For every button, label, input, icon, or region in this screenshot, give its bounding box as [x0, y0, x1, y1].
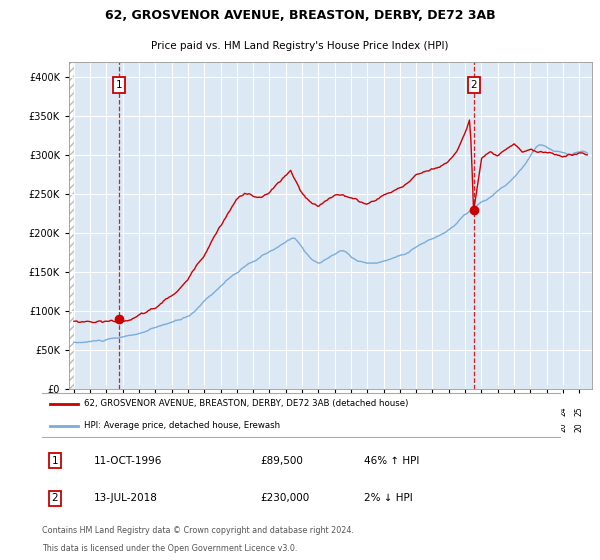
Text: This data is licensed under the Open Government Licence v3.0.: This data is licensed under the Open Gov…	[42, 544, 298, 553]
Text: 20: 20	[428, 422, 437, 432]
Text: 20: 20	[461, 422, 470, 432]
Text: 19: 19	[477, 407, 486, 416]
Text: Price paid vs. HM Land Registry's House Price Index (HPI): Price paid vs. HM Land Registry's House …	[151, 41, 449, 51]
Text: 18: 18	[461, 407, 470, 416]
FancyBboxPatch shape	[40, 393, 562, 437]
Bar	[69, 62, 74, 389]
Text: 15: 15	[412, 407, 421, 416]
Text: 95: 95	[86, 407, 95, 416]
Text: 13-JUL-2018: 13-JUL-2018	[94, 493, 158, 503]
Text: 02: 02	[200, 407, 209, 416]
Text: 13: 13	[379, 407, 388, 416]
Text: 07: 07	[281, 407, 290, 416]
Text: 22: 22	[526, 407, 535, 416]
Text: 94: 94	[70, 407, 79, 416]
Text: 62, GROSVENOR AVENUE, BREASTON, DERBY, DE72 3AB (detached house): 62, GROSVENOR AVENUE, BREASTON, DERBY, D…	[83, 399, 408, 408]
Text: 19: 19	[134, 422, 143, 432]
Text: 20: 20	[526, 422, 535, 432]
Text: 20: 20	[216, 422, 225, 432]
Text: 20: 20	[281, 422, 290, 432]
Text: 20: 20	[248, 422, 257, 432]
Text: 04: 04	[232, 407, 241, 416]
Text: 19: 19	[151, 422, 160, 432]
Text: 20: 20	[298, 422, 307, 432]
Text: 2: 2	[470, 80, 477, 90]
Text: 20: 20	[200, 422, 209, 432]
Text: HPI: Average price, detached house, Erewash: HPI: Average price, detached house, Erew…	[83, 422, 280, 431]
Text: 14: 14	[395, 407, 404, 416]
Text: 20: 20	[232, 422, 241, 432]
Text: 1: 1	[52, 455, 58, 465]
Text: 20: 20	[184, 422, 193, 432]
Text: 12: 12	[363, 407, 372, 416]
Text: 03: 03	[216, 407, 225, 416]
Text: 24: 24	[559, 407, 568, 416]
Text: 98: 98	[134, 407, 143, 416]
Text: £230,000: £230,000	[260, 493, 309, 503]
Text: 20: 20	[559, 422, 568, 432]
Text: 20: 20	[412, 422, 421, 432]
Text: £89,500: £89,500	[260, 455, 303, 465]
Text: 20: 20	[493, 422, 502, 432]
Text: 20: 20	[575, 422, 584, 432]
Text: 25: 25	[575, 407, 584, 416]
Text: 23: 23	[542, 407, 551, 416]
Text: 20: 20	[314, 422, 323, 432]
Text: Contains HM Land Registry data © Crown copyright and database right 2024.: Contains HM Land Registry data © Crown c…	[42, 526, 354, 535]
Text: 16: 16	[428, 407, 437, 416]
Text: 06: 06	[265, 407, 274, 416]
Text: 96: 96	[102, 407, 111, 416]
Text: 01: 01	[184, 407, 193, 416]
Text: 21: 21	[509, 407, 518, 416]
Text: 97: 97	[118, 407, 127, 416]
Text: 00: 00	[167, 407, 176, 416]
Text: 1: 1	[116, 80, 122, 90]
Text: 2% ↓ HPI: 2% ↓ HPI	[364, 493, 413, 503]
Text: 2: 2	[52, 493, 58, 503]
Text: 62, GROSVENOR AVENUE, BREASTON, DERBY, DE72 3AB: 62, GROSVENOR AVENUE, BREASTON, DERBY, D…	[104, 9, 496, 22]
Text: 20: 20	[265, 422, 274, 432]
Text: 19: 19	[118, 422, 127, 432]
Text: 20: 20	[379, 422, 388, 432]
Text: 05: 05	[248, 407, 257, 416]
Text: 20: 20	[395, 422, 404, 432]
Text: 19: 19	[102, 422, 111, 432]
Text: 46% ↑ HPI: 46% ↑ HPI	[364, 455, 419, 465]
Text: 11: 11	[346, 407, 355, 416]
Text: 11-OCT-1996: 11-OCT-1996	[94, 455, 162, 465]
Text: 08: 08	[298, 407, 307, 416]
Text: 17: 17	[444, 407, 453, 416]
Text: 09: 09	[314, 407, 323, 416]
Text: 20: 20	[363, 422, 372, 432]
Text: 20: 20	[167, 422, 176, 432]
Text: 20: 20	[493, 407, 502, 416]
Text: 20: 20	[509, 422, 518, 432]
Text: 20: 20	[542, 422, 551, 432]
Text: 20: 20	[330, 422, 339, 432]
Text: 20: 20	[444, 422, 453, 432]
Text: 19: 19	[86, 422, 95, 432]
Text: 20: 20	[346, 422, 355, 432]
Text: 99: 99	[151, 407, 160, 416]
Text: 19: 19	[70, 422, 79, 432]
Text: 10: 10	[330, 407, 339, 416]
Text: 20: 20	[477, 422, 486, 432]
